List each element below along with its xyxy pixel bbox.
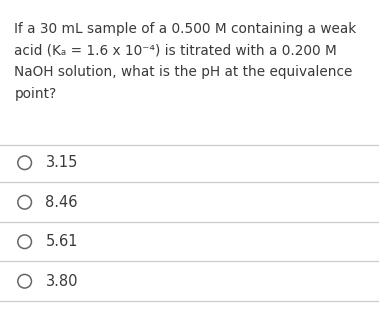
Text: If a 30 mL sample of a 0.500 M containing a weak: If a 30 mL sample of a 0.500 M containin… [14,22,357,36]
Text: acid (Kₐ = 1.6 x 10⁻⁴) is titrated with a 0.200 M: acid (Kₐ = 1.6 x 10⁻⁴) is titrated with … [14,44,337,58]
Text: 3.80: 3.80 [45,274,78,289]
Text: 8.46: 8.46 [45,195,78,210]
Text: point?: point? [14,87,56,100]
Text: 3.15: 3.15 [45,155,78,170]
Text: NaOH solution, what is the pH at the equivalence: NaOH solution, what is the pH at the equ… [14,65,353,79]
Text: 5.61: 5.61 [45,234,78,249]
